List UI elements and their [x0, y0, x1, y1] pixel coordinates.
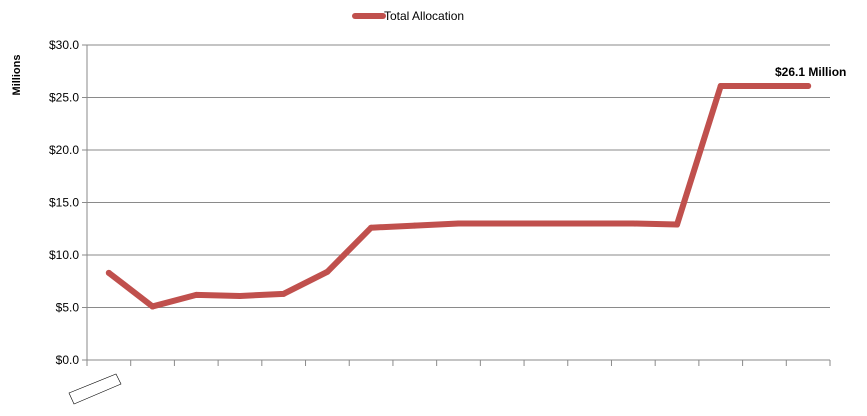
- value-annotation: $26.1 Million: [775, 65, 846, 79]
- data-point: [324, 268, 331, 275]
- data-point: [236, 292, 243, 299]
- data-point: [193, 291, 200, 298]
- y-tick-label: $5.0: [56, 301, 80, 315]
- series-line: [105, 82, 812, 310]
- data-point: [149, 303, 156, 310]
- legend-label: Total Allocation: [384, 9, 464, 23]
- y-axis-label: Millions: [11, 55, 23, 96]
- data-point: [674, 221, 681, 228]
- axes: [82, 44, 831, 366]
- y-tick-labels: $0.0 $5.0 $10.0 $15.0 $20.0 $25.0 $30.0: [49, 38, 79, 367]
- data-point: [105, 269, 112, 276]
- y-tick-label: $10.0: [49, 248, 79, 262]
- y-tick-label: $15.0: [49, 196, 79, 210]
- data-point: [499, 220, 506, 227]
- y-tick-label: $25.0: [49, 91, 79, 105]
- data-point: [761, 82, 768, 89]
- y-tick-label: $0.0: [56, 353, 80, 367]
- data-point: [455, 220, 462, 227]
- data-point: [542, 220, 549, 227]
- legend: Total Allocation: [352, 9, 464, 23]
- data-point: [280, 290, 287, 297]
- x-axis-category-box: [68, 373, 122, 405]
- data-point: [411, 222, 418, 229]
- gridlines: [87, 44, 830, 308]
- data-point: [368, 224, 375, 231]
- y-tick-label: $30.0: [49, 38, 79, 52]
- data-point: [805, 82, 812, 89]
- data-point: [717, 82, 724, 89]
- y-tick-label: $20.0: [49, 143, 79, 157]
- data-point: [586, 220, 593, 227]
- series-lines: [105, 82, 812, 310]
- data-point: [630, 220, 637, 227]
